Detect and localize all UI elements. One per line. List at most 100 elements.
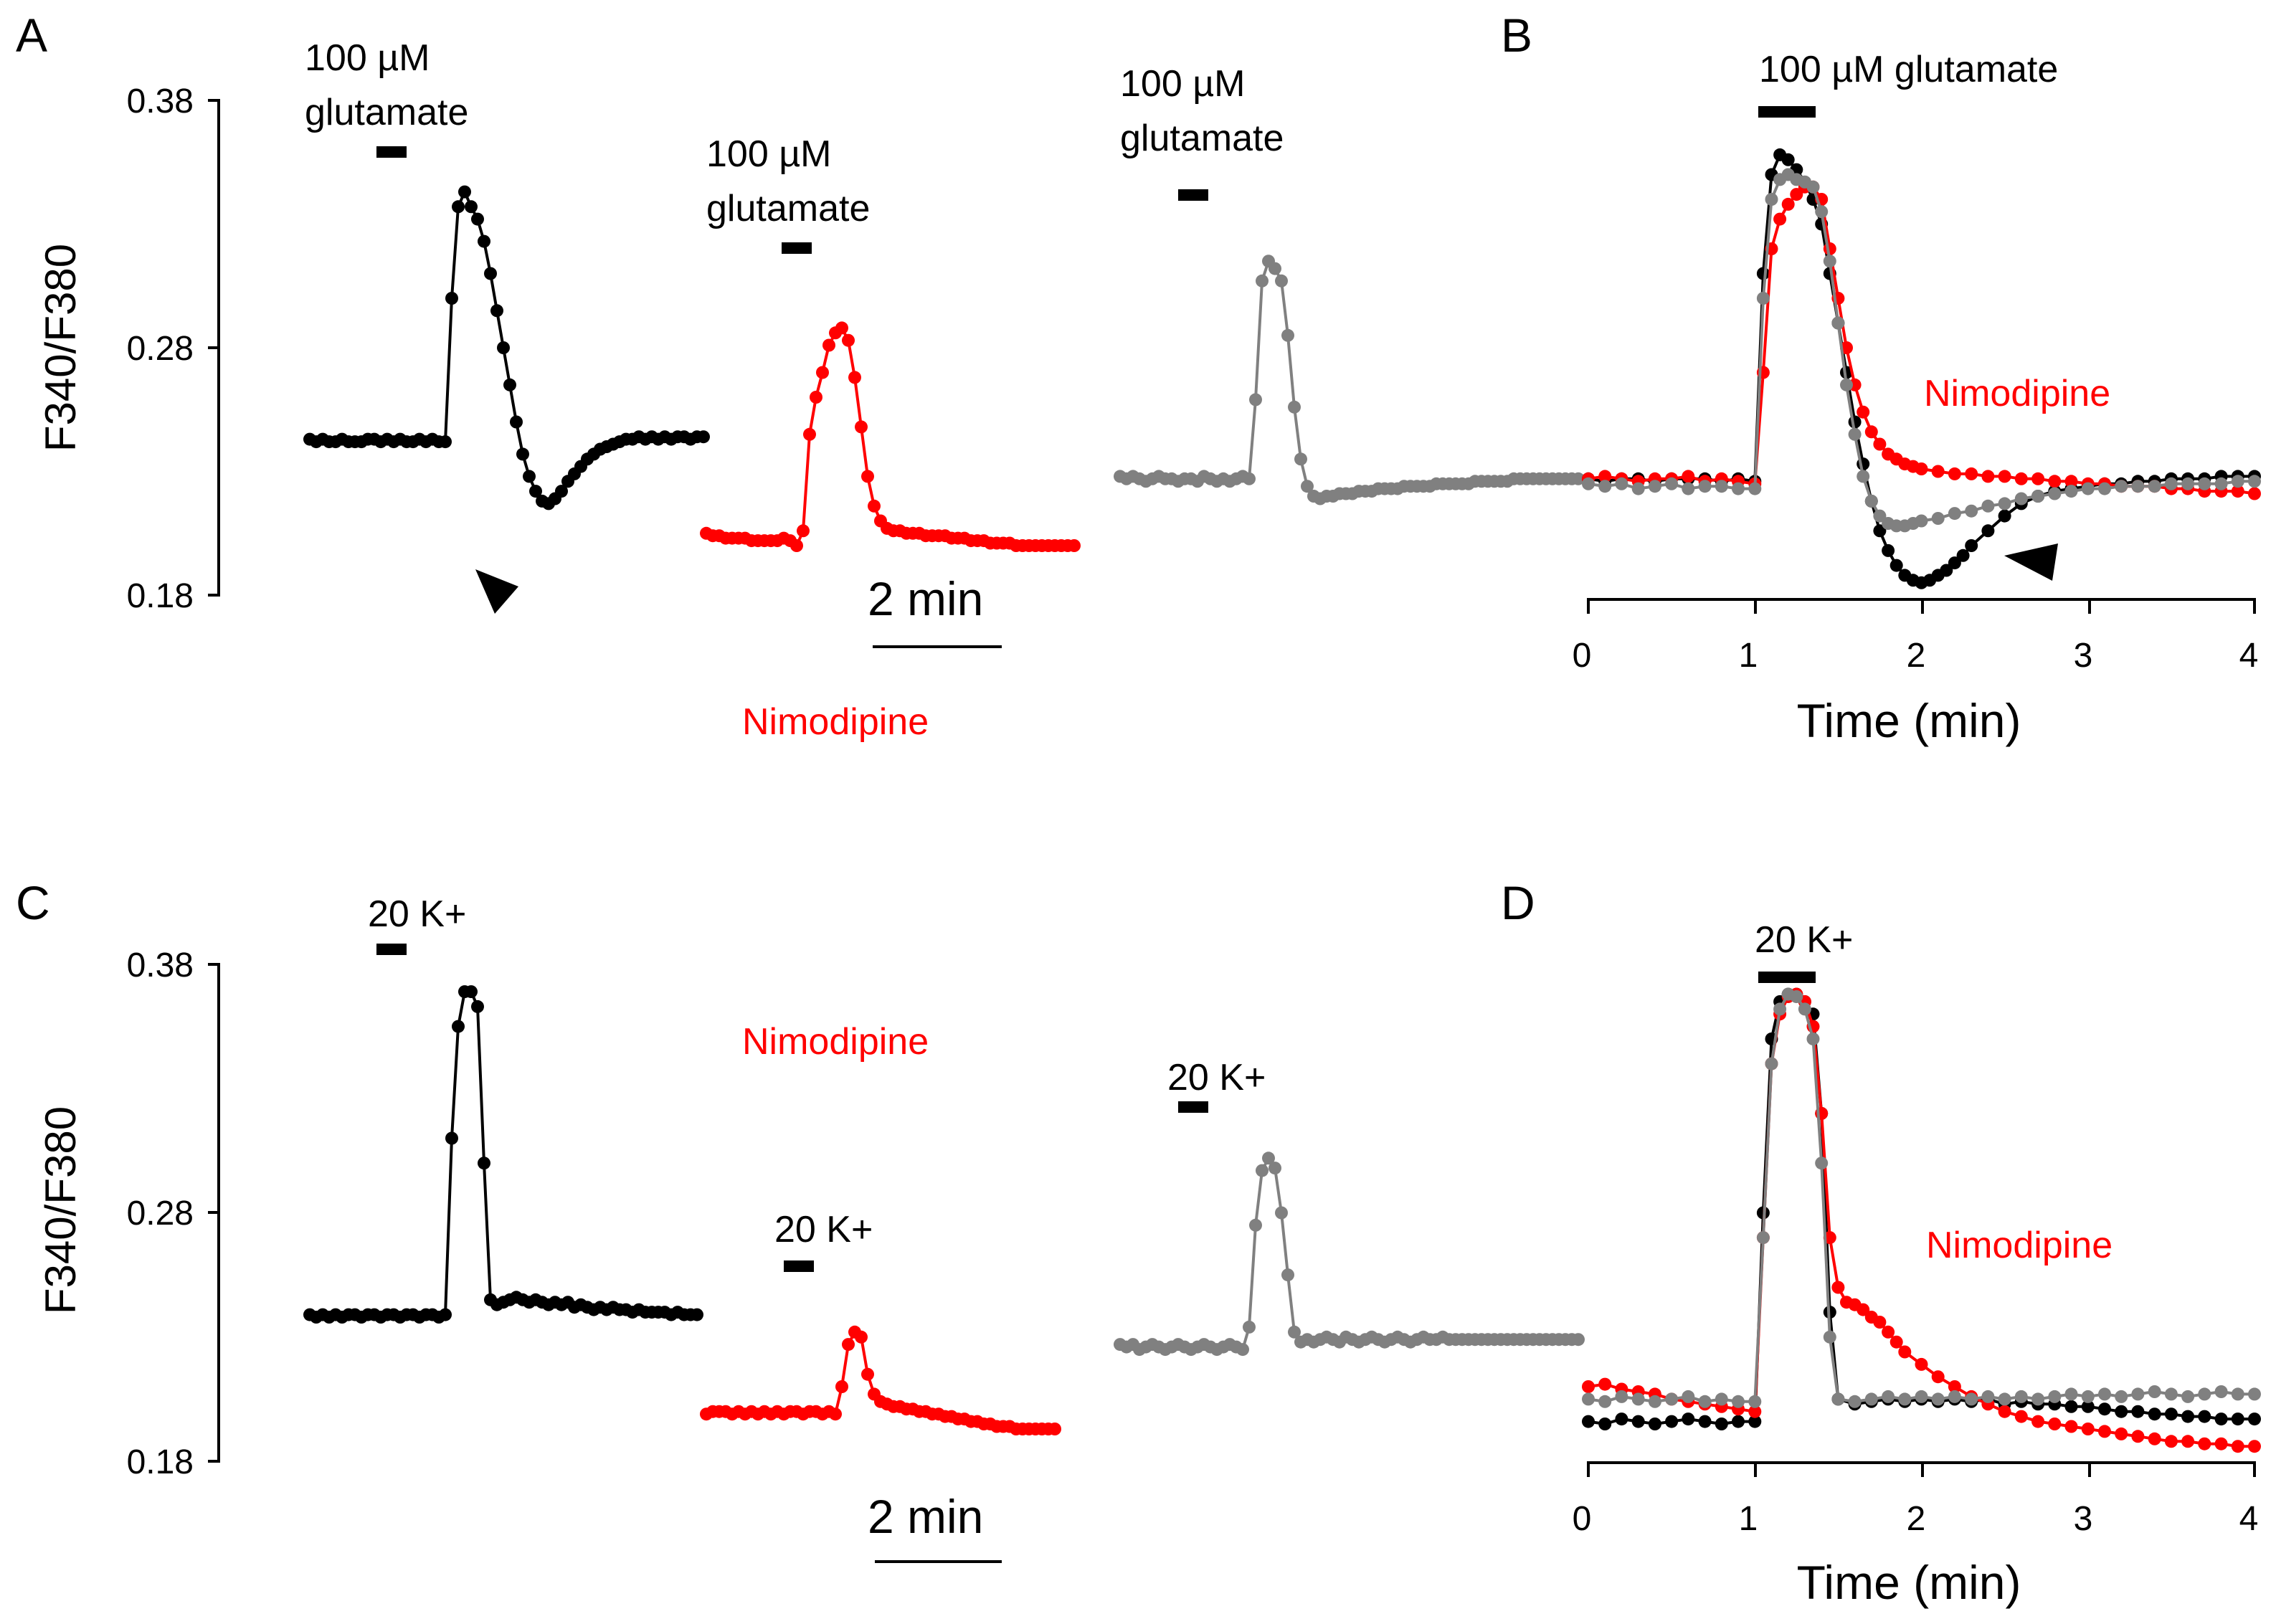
data-point-a-control-23 [452,200,465,214]
data-point-b-washout-32 [1948,507,1961,521]
nimodipine-label-a: Nimodipine [742,701,929,743]
data-point-b-control-27 [1889,559,1903,572]
data-point-a-control-24 [458,185,471,199]
panel-letter-d: D [1501,876,1535,929]
y-tick-label-c-2: 0.28 [127,1195,194,1233]
data-point-b-washout-50 [2248,475,2261,488]
data-point-d-washout-41 [2181,1390,2195,1403]
data-point-d-washout-7 [1698,1395,1712,1408]
data-point-b-washout-12 [1765,193,1778,206]
data-point-d-control-45 [2248,1412,2261,1426]
data-point-d-nimodipine-0 [1582,1380,1595,1393]
stim-bar-d [1758,972,1816,983]
data-point-b-nimodipine-39 [2064,475,2078,488]
data-point-c-washout-26 [1281,1268,1294,1282]
data-point-d-nimodipine-10 [1748,1405,1762,1418]
data-point-a-washout-21 [1249,393,1262,407]
series-a-control [303,185,710,511]
data-point-b-nimodipine-37 [2031,472,2045,485]
data-point-c-washout-25 [1275,1206,1288,1220]
data-point-a-control-26 [471,212,484,226]
trace-line-d-washout [1588,992,2254,1403]
data-point-c-nimodipine-25 [861,1367,874,1381]
data-point-d-control-10 [1748,1415,1762,1428]
data-point-a-nimodipine-16 [803,427,816,441]
x-tick-label-b-0: 0 [1573,637,1592,675]
data-point-d-nimodipine-25 [1873,1316,1887,1329]
data-point-d-nimodipine-35 [2014,1410,2028,1423]
data-point-d-washout-18 [1815,1157,1829,1170]
data-point-a-nimodipine-14 [790,539,803,552]
data-point-a-control-35 [529,485,542,498]
panel-a: A F340/F380 0.38 0.28 0.18 100 µM glutam… [16,9,1284,743]
data-point-b-nimodipine-35 [1998,470,2011,483]
data-point-b-washout-41 [2098,482,2111,495]
data-point-d-control-3 [1631,1415,1645,1428]
stim-bar-c-1 [376,944,407,955]
data-point-b-nimodipine-30 [1915,462,1928,475]
data-point-c-washout-27 [1288,1325,1301,1339]
trace-line-c-control [309,990,697,1319]
y-tick-label-a-1: 0.38 [127,82,194,120]
data-point-a-washout-28 [1294,452,1307,466]
data-point-d-washout-0 [1582,1392,1595,1406]
data-point-d-washout-16 [1798,1002,1811,1016]
data-point-b-washout-9 [1732,482,1745,495]
data-point-b-nimodipine-33 [1965,467,1978,480]
data-point-b-washout-46 [2181,477,2195,490]
data-point-d-washout-21 [1848,1395,1862,1408]
stim-label-d: 20 K+ [1755,919,1853,961]
trace-line-b-nimodipine [1588,185,2255,495]
data-point-c-washout-23 [1262,1151,1275,1165]
data-point-b-washout-44 [2148,480,2161,493]
data-point-d-control-1 [1598,1418,1612,1430]
data-point-a-nimodipine-19 [822,338,835,352]
data-point-b-washout-36 [2014,492,2028,505]
data-point-d-washout-42 [2198,1387,2211,1401]
data-point-a-control-33 [516,447,529,461]
data-point-c-control-21 [439,1308,452,1321]
data-point-d-control-38 [2131,1405,2145,1418]
data-point-d-nimodipine-41 [2115,1427,2128,1440]
data-point-a-nimodipine-57 [1068,539,1081,552]
data-point-d-nimodipine-20 [1831,1281,1845,1294]
panel-b: B 100 µM glutamate Nimodipine 0 1 2 3 4 … [1501,9,2258,747]
scale-label-a: 2 min [868,572,983,625]
data-point-d-washout-22 [1864,1392,1878,1406]
stim-label-c-3: 20 K+ [1167,1057,1266,1098]
data-point-a-control-39 [555,485,568,498]
data-point-c-control-23 [452,1020,465,1033]
data-point-b-washout-38 [2048,487,2062,500]
data-point-c-control-60 [691,1308,703,1321]
stim-bar-a-3 [1178,189,1208,201]
data-point-a-nimodipine-18 [816,366,829,379]
data-point-b-washout-1 [1598,480,1612,493]
data-point-b-washout-39 [2064,485,2078,498]
data-point-d-washout-17 [1806,1032,1820,1045]
data-point-c-nimodipine-54 [1048,1423,1061,1435]
data-point-b-washout-25 [1873,509,1887,523]
data-point-b-washout-21 [1840,378,1853,391]
stim-label-a-2-line2: glutamate [706,188,870,229]
data-point-d-washout-27 [1948,1390,1961,1403]
data-point-b-washout-34 [1981,499,1995,513]
data-point-b-nimodipine-49 [2231,485,2244,498]
data-point-a-washout-22 [1256,274,1269,288]
data-point-b-control-37 [1981,524,1995,538]
data-point-a-control-27 [478,234,490,248]
trace-line-d-nimodipine [1588,992,2254,1448]
x-tick-label-d-3: 3 [2074,1500,2093,1538]
data-point-b-washout-11 [1756,292,1770,305]
data-point-b-washout-2 [1615,477,1628,490]
data-point-c-nimodipine-20 [829,1407,842,1421]
data-point-b-nimodipine-13 [1773,212,1787,226]
data-point-a-control-34 [523,470,536,483]
stim-bar-c-2 [784,1260,814,1272]
data-point-a-control-21 [439,435,452,449]
data-point-b-control-14 [1781,153,1795,166]
data-point-a-nimodipine-23 [848,371,861,384]
data-point-b-nimodipine-6 [1682,470,1695,483]
data-point-b-nimodipine-23 [1857,405,1870,419]
x-tick-label-b-4: 4 [2239,637,2259,675]
data-point-d-washout-11 [1756,1231,1770,1245]
